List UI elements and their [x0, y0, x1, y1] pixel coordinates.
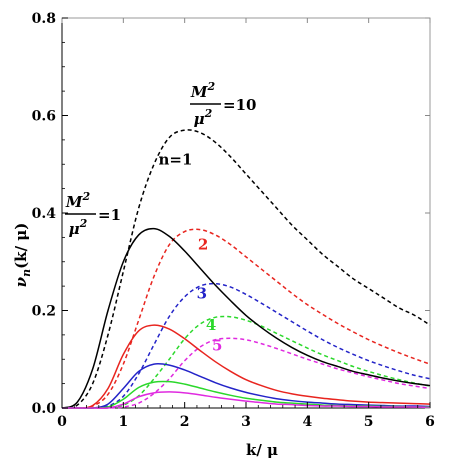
- y-tick-label: 0.6: [32, 109, 56, 125]
- series-layer: [61, 129, 431, 410]
- series-line-n5-m10: [62, 337, 431, 409]
- y-tick-label: 0.2: [32, 304, 56, 320]
- annotation-low-value: =1: [98, 206, 121, 224]
- annotation-low-denominator: μ: [69, 220, 80, 238]
- svg-text:μ2: μ2: [69, 217, 88, 238]
- y-axis-title-rest: (k/ μ): [12, 223, 30, 269]
- y-axis-title-main: ν: [12, 276, 30, 287]
- annotation-high-denominator: μ: [194, 110, 205, 128]
- x-tick-label: 6: [425, 414, 435, 430]
- x-tick-label: 0: [57, 414, 67, 430]
- svg-text:μ2: μ2: [194, 107, 213, 128]
- annotation-low-denominator-sup: 2: [79, 217, 88, 230]
- x-axis-title: k/ μ: [246, 441, 278, 459]
- series-line-n1-m1: [61, 227, 431, 409]
- series-line-n3-m10: [62, 282, 431, 409]
- series-label: 3: [197, 284, 207, 302]
- annotation-group-low: M2 μ2 =1: [65, 190, 121, 238]
- y-tick-label: 0.0: [32, 401, 57, 417]
- annotation-high-denominator-sup: 2: [204, 107, 213, 120]
- x-tick-label: 2: [180, 414, 190, 430]
- x-tick-label: 4: [302, 414, 312, 430]
- series-label: 5: [212, 336, 222, 354]
- series-label: n=1: [159, 150, 193, 168]
- annotation-low-numerator-sup: 2: [81, 190, 90, 203]
- x-tick-label: 5: [364, 414, 374, 430]
- svg-text:M2: M2: [65, 190, 91, 211]
- annotation-high-numerator-sup: 2: [206, 80, 215, 93]
- series-label: 4: [206, 316, 216, 334]
- ticks-layer: 0 1 2 3 4 5 6 0.0 0.2 0.4 0.6 0.8: [32, 11, 435, 430]
- annotation-low-numerator: M: [65, 193, 83, 211]
- x-tick-label: 1: [118, 414, 128, 430]
- y-tick-label: 0.4: [32, 206, 57, 222]
- labels-layer: n=1 2 3 4 5: [159, 150, 223, 354]
- svg-text:M2: M2: [190, 80, 216, 101]
- y-axis-title-sub: n: [20, 269, 33, 277]
- y-tick-label: 0.8: [32, 11, 56, 27]
- y-axis-title: νn(k/ μ): [12, 223, 33, 288]
- annotation-high-value: =10: [223, 96, 256, 114]
- annotation-group-high: M2 μ2 =10: [190, 80, 257, 128]
- x-tick-label: 3: [241, 414, 251, 430]
- series-line-n2-m10: [61, 228, 431, 409]
- annotation-high-numerator: M: [190, 83, 208, 101]
- series-label: 2: [198, 236, 208, 254]
